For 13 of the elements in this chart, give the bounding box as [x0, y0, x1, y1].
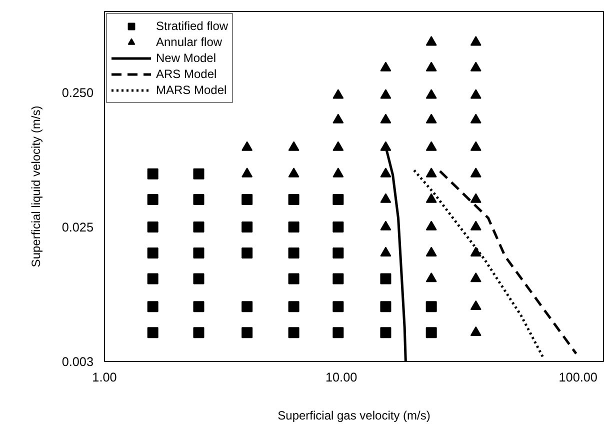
x-tick-label: 100.00: [558, 370, 598, 384]
legend-label: Annular flow: [156, 34, 222, 50]
legend-label: Stratified flow: [156, 18, 228, 34]
y-tick-label: 0.025: [62, 220, 94, 234]
x-axis-title: Superficial gas velocity (m/s): [278, 408, 430, 422]
y-axis-title: Superficial liquid velocity (m/s): [28, 106, 43, 268]
x-tick-label: 10.00: [325, 370, 358, 384]
y-tick-label: 0.003: [62, 355, 94, 369]
legend-label: ARS Model: [156, 66, 217, 82]
y-tick-label: 0.250: [62, 86, 94, 100]
legend-label: MARS Model: [156, 82, 227, 98]
legend-label: New Model: [156, 50, 216, 66]
x-tick-label: 1.00: [92, 370, 117, 384]
